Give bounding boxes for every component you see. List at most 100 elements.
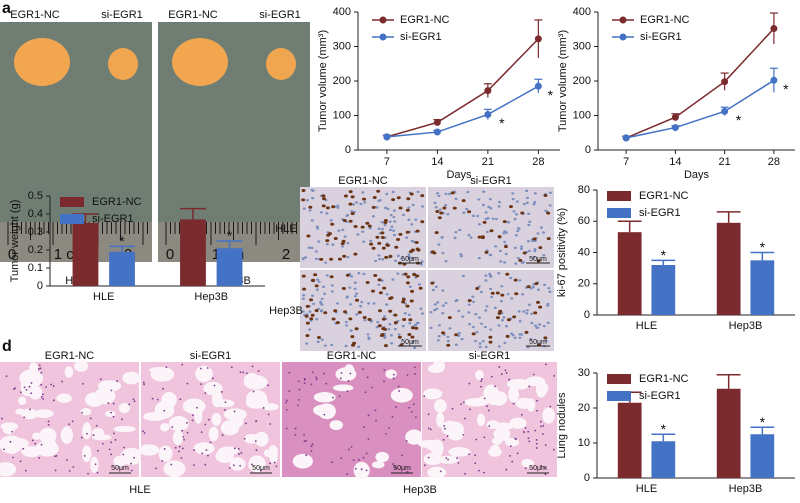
- nucleus: [520, 333, 524, 336]
- stained-nucleus: [534, 282, 539, 286]
- stained-nucleus: [497, 235, 502, 239]
- stained-nucleus: [329, 257, 334, 261]
- stained-nucleus: [393, 321, 398, 325]
- nucleus: [329, 219, 333, 222]
- stained-nucleus: [350, 195, 355, 199]
- stained-nucleus: [536, 300, 541, 304]
- cell: [108, 448, 111, 451]
- stained-nucleus: [405, 208, 410, 212]
- cell: [311, 371, 314, 374]
- cell: [500, 373, 503, 376]
- cell: [255, 449, 258, 451]
- cell: [464, 472, 467, 475]
- stained-nucleus: [382, 286, 387, 290]
- significance: *: [760, 414, 766, 430]
- nucleus: [502, 316, 506, 319]
- stained-nucleus: [341, 286, 346, 290]
- y-tick-label: 0.5: [28, 190, 43, 202]
- cell: [487, 409, 490, 412]
- tumor: [172, 38, 228, 86]
- stained-nucleus: [415, 229, 420, 233]
- nucleus: [516, 256, 520, 260]
- legend-swatch: [607, 208, 631, 218]
- legend-swatch: [607, 391, 631, 401]
- caption: HLE: [129, 484, 150, 496]
- y-tick-label: 0: [37, 280, 43, 292]
- marker: [383, 133, 391, 141]
- stained-nucleus: [497, 311, 502, 315]
- alveolus: [488, 447, 502, 457]
- cell: [364, 391, 367, 394]
- nucleus: [478, 345, 482, 349]
- nucleus: [474, 313, 478, 316]
- cell: [413, 366, 416, 369]
- cell: [427, 413, 430, 416]
- cell: [371, 386, 374, 389]
- alveolus: [445, 421, 464, 437]
- nucleus: [336, 206, 340, 209]
- nucleus: [488, 253, 492, 257]
- cell: [40, 383, 43, 386]
- nucleus: [498, 249, 502, 253]
- cell: [37, 367, 40, 370]
- nucleus: [483, 325, 487, 329]
- stained-nucleus: [314, 309, 319, 313]
- cell: [498, 366, 501, 368]
- cell: [262, 407, 265, 409]
- stained-nucleus: [343, 194, 348, 198]
- cell: [388, 427, 390, 429]
- nucleus: [489, 207, 493, 210]
- stained-nucleus: [495, 291, 500, 295]
- cell: [220, 390, 223, 393]
- marker: [433, 128, 441, 136]
- cell: [110, 453, 113, 456]
- nucleus: [521, 293, 525, 296]
- stained-nucleus: [381, 246, 386, 250]
- nucleus: [478, 342, 482, 345]
- nucleus: [353, 287, 357, 291]
- nucleus: [454, 230, 458, 234]
- stained-nucleus: [524, 330, 529, 334]
- nucleus: [518, 336, 522, 340]
- nucleus: [514, 213, 518, 216]
- significance: *: [548, 87, 554, 103]
- nucleus: [499, 260, 503, 263]
- stained-nucleus: [308, 205, 313, 209]
- cell: [483, 471, 485, 474]
- nucleus: [448, 192, 452, 196]
- stained-nucleus: [311, 278, 316, 282]
- nucleus: [522, 202, 526, 206]
- x-tick-label: 21: [482, 156, 494, 168]
- stained-nucleus: [314, 284, 319, 288]
- cell: [305, 440, 308, 442]
- stained-nucleus: [503, 245, 508, 249]
- nucleus: [319, 211, 323, 214]
- cell: [178, 445, 181, 448]
- nucleus: [518, 279, 522, 282]
- stained-nucleus: [376, 189, 381, 193]
- nucleus: [416, 190, 420, 194]
- alveolus: [208, 426, 219, 442]
- stained-nucleus: [403, 272, 408, 276]
- column-label: si-EGR1: [469, 350, 511, 362]
- nucleus: [407, 313, 411, 317]
- stained-nucleus: [513, 278, 518, 282]
- cell: [285, 408, 288, 411]
- nucleus: [505, 325, 509, 328]
- stained-nucleus: [383, 219, 388, 223]
- y-tick-label: 30: [578, 367, 590, 379]
- nucleus: [344, 320, 348, 324]
- nucleus: [421, 205, 425, 208]
- cell: [31, 439, 34, 442]
- x-tick-label: 7: [623, 156, 629, 168]
- cell: [47, 423, 50, 426]
- nucleus: [488, 197, 492, 201]
- nucleus: [378, 198, 382, 202]
- alveolus: [15, 408, 25, 415]
- nucleus: [305, 198, 309, 202]
- cell: [294, 427, 297, 430]
- cell: [414, 373, 416, 375]
- ruler-label: 0: [166, 246, 174, 263]
- x-tick-label: 14: [431, 156, 443, 168]
- alveolus: [84, 392, 105, 407]
